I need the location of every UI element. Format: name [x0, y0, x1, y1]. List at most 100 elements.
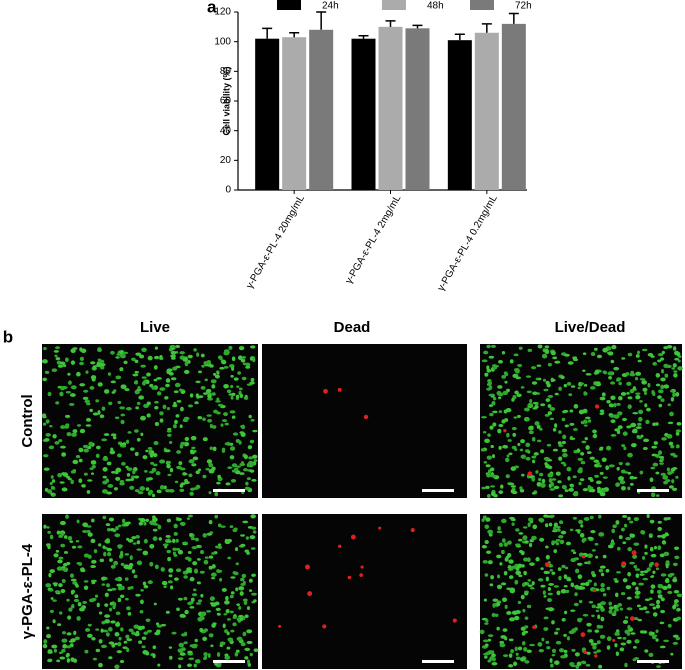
live-cell [645, 610, 650, 614]
live-cell [98, 662, 103, 668]
live-cell [589, 488, 596, 493]
live-cell [563, 649, 568, 654]
live-cell [175, 547, 181, 551]
live-cell [574, 652, 580, 657]
live-cell [244, 656, 249, 660]
live-cell [173, 577, 179, 581]
live-cell [230, 576, 236, 579]
live-cell [152, 536, 158, 541]
live-cell [203, 652, 208, 657]
live-cell [105, 523, 111, 527]
live-cell [195, 537, 199, 542]
live-cell [78, 447, 84, 453]
live-cell [208, 633, 214, 638]
live-cell [657, 520, 662, 524]
live-cell [659, 456, 665, 459]
live-cell [126, 467, 133, 471]
live-cell [528, 517, 534, 522]
live-cell [672, 578, 678, 583]
live-cell [563, 633, 567, 637]
live-cell [508, 664, 514, 668]
live-cell [151, 467, 157, 472]
live-cell [145, 618, 151, 623]
live-cell [571, 648, 576, 652]
live-cell [247, 445, 253, 450]
live-cell [210, 379, 217, 384]
live-cell [555, 640, 562, 645]
live-cell [560, 589, 567, 594]
live-cell [190, 435, 197, 441]
live-cell [562, 409, 569, 413]
live-cell [509, 588, 513, 593]
live-cell [672, 634, 679, 638]
live-cell [567, 476, 571, 481]
live-cell [106, 547, 113, 552]
legend-label: 48h [427, 1, 444, 12]
live-cell [172, 424, 177, 429]
live-cell [508, 638, 514, 642]
live-cell [108, 401, 113, 406]
live-cell [621, 527, 625, 532]
live-cell [527, 579, 532, 582]
live-cell [626, 639, 632, 644]
live-cell [235, 649, 240, 653]
live-cell [145, 518, 150, 522]
live-cell [666, 345, 673, 349]
live-cell [675, 429, 682, 433]
live-cell [242, 631, 247, 637]
live-cell [182, 541, 188, 544]
live-cell [61, 578, 66, 583]
live-cell [99, 558, 105, 563]
live-cell [650, 584, 656, 589]
live-cell [111, 391, 115, 394]
live-cell [110, 350, 115, 355]
live-cell [207, 653, 211, 658]
live-cell [546, 443, 552, 447]
live-cell [592, 645, 597, 650]
live-cell [545, 571, 550, 574]
live-cell [188, 657, 195, 661]
live-cell [147, 355, 153, 361]
live-cell [626, 607, 633, 611]
live-cell [179, 652, 186, 656]
live-cell [141, 625, 145, 630]
live-cell [537, 578, 544, 582]
live-cell [173, 523, 178, 529]
dead-cell [452, 618, 457, 623]
live-cell [577, 386, 581, 390]
dead-cell [378, 526, 382, 530]
live-cell [61, 649, 66, 653]
live-cell [599, 491, 606, 497]
live-cell [666, 433, 673, 439]
live-cell [207, 393, 212, 399]
live-cell [208, 555, 214, 559]
live-cell [501, 538, 506, 543]
live-cell [224, 629, 228, 634]
live-cell [135, 534, 140, 539]
live-cell [630, 442, 637, 448]
live-cell [644, 649, 649, 653]
live-cell [552, 529, 558, 533]
live-cell [197, 468, 202, 472]
live-cell [119, 594, 125, 598]
live-cell [528, 430, 534, 435]
live-cell [552, 448, 559, 452]
live-cell [224, 653, 229, 657]
live-cell [235, 394, 240, 399]
live-cell [42, 643, 48, 649]
live-cell [192, 588, 197, 592]
live-cell [584, 581, 590, 587]
live-cell [251, 478, 257, 482]
live-cell [140, 415, 147, 421]
live-cell [133, 475, 140, 479]
live-cell [664, 373, 669, 378]
live-cell [135, 352, 142, 356]
column-title: Live/Dead [555, 319, 626, 336]
live-cell [572, 551, 577, 555]
live-cell [504, 604, 508, 609]
live-cell [536, 439, 542, 443]
column-title: Dead [334, 319, 371, 336]
live-cell [131, 357, 136, 362]
live-cell [252, 530, 257, 534]
live-cell [572, 629, 576, 633]
